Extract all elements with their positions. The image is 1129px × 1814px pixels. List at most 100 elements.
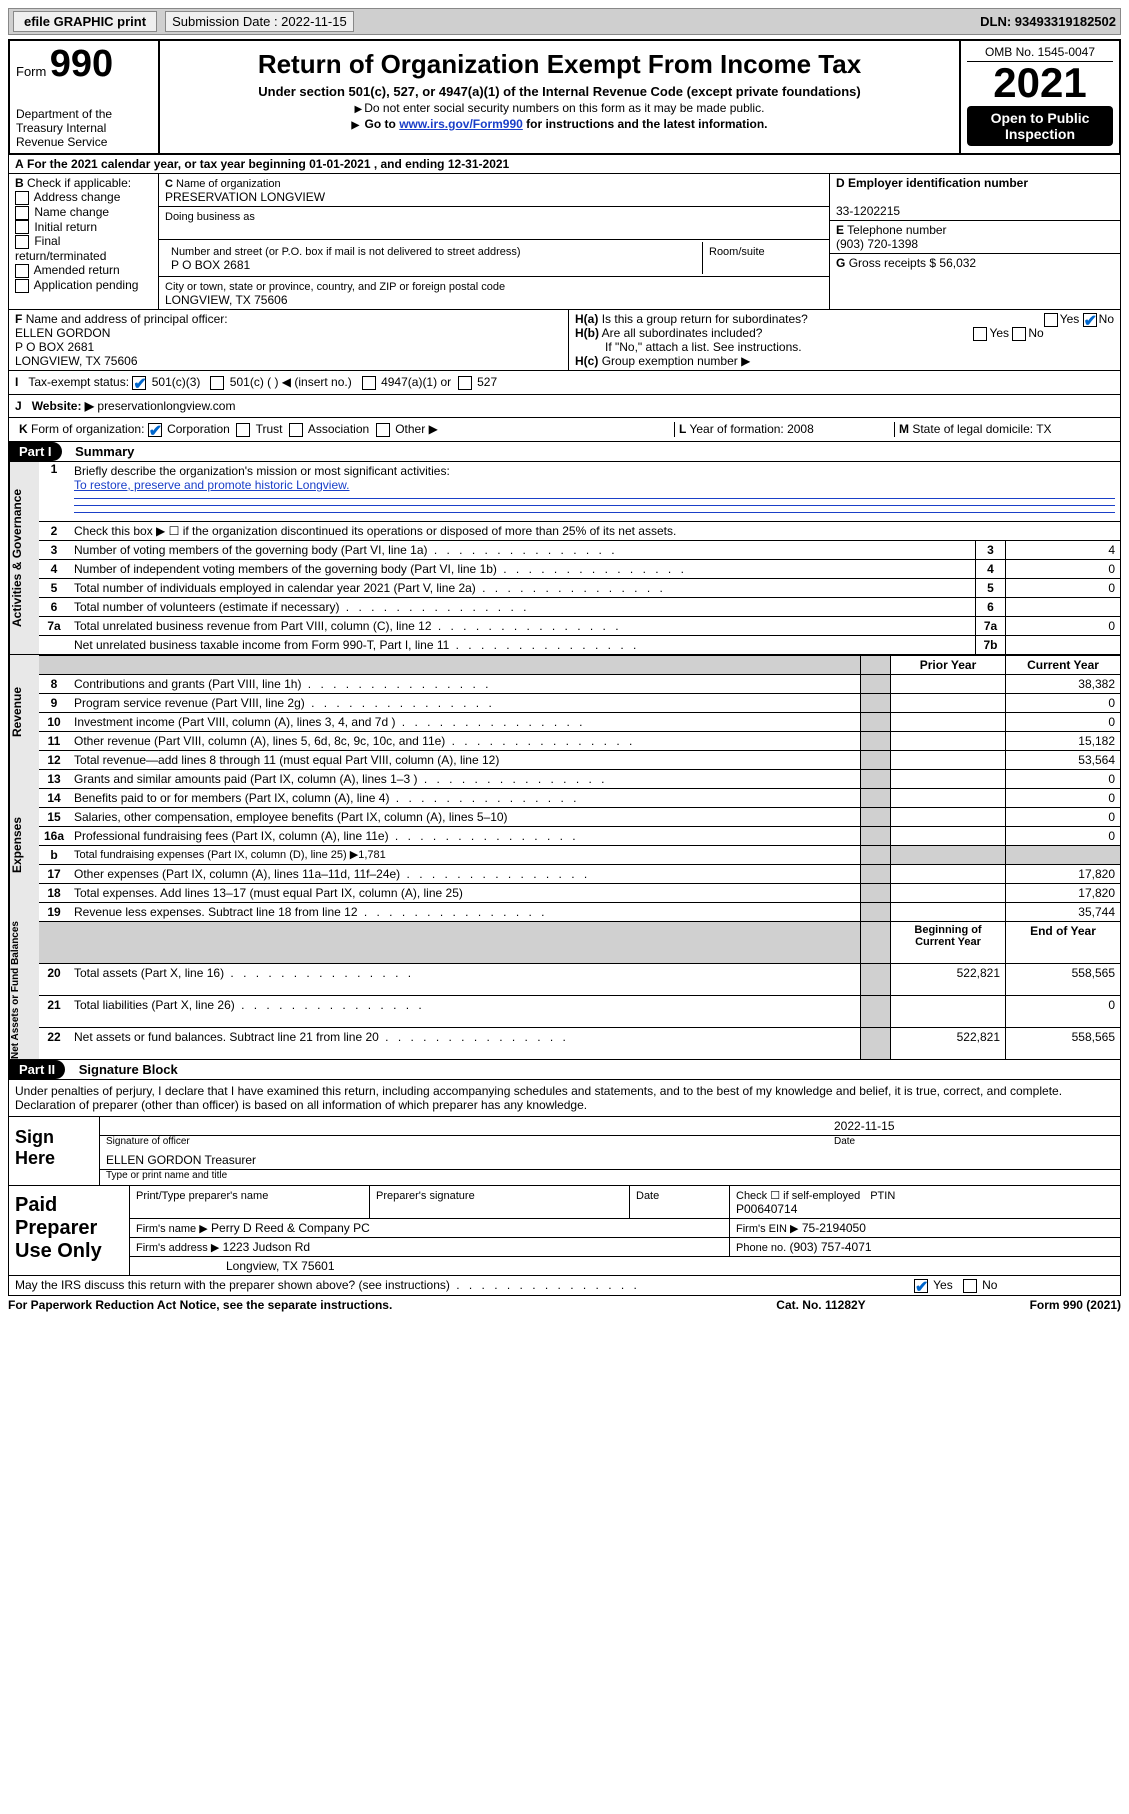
col-prior: Prior Year [890, 655, 1005, 674]
line-num: 20 [39, 963, 69, 995]
col-beginning: Beginning of Current Year [890, 921, 1005, 963]
website-value: preservationlongview.com [97, 399, 235, 413]
no-label: No [982, 1278, 997, 1292]
col-c: C Name of organization PRESERVATION LONG… [159, 174, 830, 309]
col-f: F Name and address of principal officer:… [9, 310, 569, 370]
i-opt: 501(c)(3) [152, 375, 201, 389]
checkbox-ha-yes[interactable] [1044, 313, 1058, 327]
yes-label: Yes [933, 1278, 953, 1292]
k-opt: Trust [256, 422, 283, 436]
discuss-row: May the IRS discuss this return with the… [9, 1275, 1120, 1295]
page-footer: For Paperwork Reduction Act Notice, see … [8, 1296, 1121, 1314]
checkbox-501c[interactable] [210, 376, 224, 390]
line-num: 9 [39, 693, 69, 712]
line-num: 13 [39, 769, 69, 788]
no-label: No [1099, 312, 1114, 326]
form-label: Form [16, 64, 46, 79]
checkbox-address-change[interactable] [15, 191, 29, 205]
checkbox-discuss-yes[interactable] [914, 1279, 928, 1293]
line-text: Total fundraising expenses (Part IX, col… [69, 845, 860, 864]
line-text: Total liabilities (Part X, line 26) [69, 995, 860, 1027]
officer-signature-line[interactable] [106, 1119, 834, 1133]
checkbox-hb-yes[interactable] [973, 327, 987, 341]
q1-text: Briefly describe the organization's miss… [74, 464, 450, 478]
checkbox-initial-return[interactable] [15, 220, 29, 234]
q2-text: Check this box ▶ ☐ if the organization d… [69, 521, 1120, 540]
checkbox-final-return[interactable] [15, 235, 29, 249]
line-num: 18 [39, 883, 69, 902]
sig-date: 2022-11-15 [834, 1119, 1114, 1133]
line-num: 15 [39, 807, 69, 826]
firm-name-label: Firm's name ▶ [136, 1223, 208, 1235]
i-opt: 501(c) ( ) ◀ (insert no.) [230, 375, 352, 389]
checkbox-name-change[interactable] [15, 206, 29, 220]
checkbox-discuss-no[interactable] [963, 1279, 977, 1293]
line-num: 7a [39, 616, 69, 635]
line-box: 4 [975, 559, 1005, 578]
h-note: If "No," attach a list. See instructions… [605, 340, 802, 354]
checkbox-ha-no[interactable] [1083, 313, 1097, 327]
checkbox-trust[interactable] [236, 423, 250, 437]
submission-date-box: Submission Date : 2022-11-15 [165, 11, 354, 32]
paid-preparer-label: Paid Preparer Use Only [9, 1185, 129, 1275]
line-box: 3 [975, 540, 1005, 559]
col-h: H(a) Is this a group return for subordin… [569, 310, 1120, 370]
b-opt: Amended return [34, 263, 120, 277]
line-num: 5 [39, 578, 69, 597]
yes-label: Yes [989, 326, 1009, 340]
street-value: P O BOX 2681 [171, 258, 250, 272]
dba-label: Doing business as [165, 211, 255, 223]
irs-link[interactable]: www.irs.gov/Form990 [399, 117, 523, 131]
checkbox-app-pending[interactable] [15, 279, 29, 293]
i-opt: 527 [477, 375, 497, 389]
line-text: Net unrelated business taxable income fr… [69, 635, 975, 654]
note-goto-pre: Go to [365, 117, 400, 131]
line-text: Revenue less expenses. Subtract line 18 … [69, 902, 860, 921]
line-text: Other revenue (Part VIII, column (A), li… [69, 731, 860, 750]
signature-block: Under penalties of perjury, I declare th… [8, 1080, 1121, 1296]
i-opt: 4947(a)(1) or [381, 375, 451, 389]
arrow-icon [355, 101, 365, 115]
year-formation: Year of formation: 2008 [689, 422, 813, 436]
checkbox-amended[interactable] [15, 264, 29, 278]
checkbox-assoc[interactable] [289, 423, 303, 437]
col-d: D Employer identification number 33-1202… [830, 174, 1120, 309]
prior-val [890, 995, 1005, 1027]
b-opt: Application pending [34, 278, 139, 292]
hc-text: Group exemption number ▶ [602, 354, 751, 368]
line-num: 10 [39, 712, 69, 731]
line-num: 12 [39, 750, 69, 769]
line-val [1005, 597, 1120, 616]
row-a-taxyear: A For the 2021 calendar year, or tax yea… [8, 155, 1121, 174]
form-title: Return of Organization Exempt From Incom… [166, 49, 953, 80]
current-val: 53,564 [1005, 750, 1120, 769]
efile-button[interactable]: efile GRAPHIC print [13, 11, 157, 32]
line-text: Other expenses (Part IX, column (A), lin… [69, 864, 860, 883]
part-i-header: Part I Summary [8, 442, 1121, 462]
checkbox-527[interactable] [458, 376, 472, 390]
firm-addr-label: Firm's address ▶ [136, 1242, 219, 1254]
form-number-footer: 990 [1063, 1298, 1083, 1312]
checkbox-4947[interactable] [362, 376, 376, 390]
header-middle: Return of Organization Exempt From Incom… [160, 41, 959, 153]
checkbox-501c3[interactable] [132, 376, 146, 390]
checkbox-corp[interactable] [148, 423, 162, 437]
prior-val [890, 883, 1005, 902]
current-val: 0 [1005, 807, 1120, 826]
street-label: Number and street (or P.O. box if mail i… [171, 246, 521, 258]
line-box: 7b [975, 635, 1005, 654]
checkbox-hb-no[interactable] [1012, 327, 1026, 341]
line-text: Total unrelated business revenue from Pa… [69, 616, 975, 635]
prior-val [890, 902, 1005, 921]
line-num: 22 [39, 1027, 69, 1059]
prior-val [890, 864, 1005, 883]
f-label: Name and address of principal officer: [26, 312, 228, 326]
prior-val [890, 712, 1005, 731]
line-num: 4 [39, 559, 69, 578]
row-f-h: F Name and address of principal officer:… [8, 310, 1121, 371]
line-text: Number of independent voting members of … [69, 559, 975, 578]
part-i-badge: Part I [9, 442, 62, 461]
mission-text: To restore, preserve and promote histori… [74, 478, 349, 492]
line-num [39, 635, 69, 654]
checkbox-other[interactable] [376, 423, 390, 437]
